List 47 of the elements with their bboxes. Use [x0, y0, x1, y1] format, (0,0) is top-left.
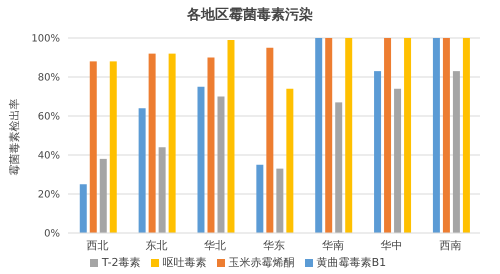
bar: [394, 88, 402, 233]
bar: [227, 40, 234, 233]
x-tick-label: 西南: [440, 238, 462, 252]
y-tick-label: 40%: [38, 150, 60, 162]
bar: [442, 38, 450, 233]
bar: [374, 71, 382, 233]
legend-label: T-2毒素: [102, 256, 141, 269]
bar: [256, 164, 264, 233]
bar: [80, 184, 87, 233]
bar: [462, 38, 470, 233]
bar: [432, 38, 440, 233]
bar: [138, 108, 146, 233]
bar: [286, 88, 294, 233]
bar: [345, 38, 352, 233]
bar: [207, 58, 214, 233]
y-tick-label: 80%: [38, 72, 60, 84]
bar: [276, 168, 284, 233]
x-tick-label: 西北: [86, 238, 108, 252]
x-tick-label: 华北: [204, 238, 226, 252]
x-tick-label: 东北: [145, 238, 168, 252]
bar: [158, 147, 166, 233]
y-tick-label: 0%: [44, 228, 60, 240]
bar: [197, 86, 204, 233]
bar: [266, 48, 274, 233]
x-tick-label: 华东: [263, 238, 285, 252]
y-tick-label: 60%: [38, 112, 60, 123]
bar: [110, 61, 117, 233]
bar: [148, 54, 156, 233]
legend-label: 玉米赤霉烯酮: [228, 256, 295, 269]
bar: [90, 61, 97, 233]
bar: [315, 38, 322, 233]
legend-label: 黄曲霉毒素B1: [316, 256, 386, 269]
x-tick-label: 华南: [322, 238, 344, 252]
y-tick-label: 100%: [31, 34, 60, 45]
bar: [452, 71, 460, 233]
legend-label: 呕吐毒素: [162, 256, 207, 269]
bar: [335, 102, 342, 233]
y-tick-label: 20%: [38, 190, 60, 201]
chart-title: 各地区霉菌毒素污染: [186, 6, 314, 24]
bar: [217, 96, 224, 233]
y-axis-title: 霉菌毒素检出率: [8, 98, 21, 176]
bar: [325, 38, 332, 233]
bar: [384, 38, 392, 233]
bar: [404, 38, 412, 233]
bar: [100, 158, 107, 233]
bar: [168, 54, 176, 233]
x-tick-label: 华中: [380, 238, 403, 252]
